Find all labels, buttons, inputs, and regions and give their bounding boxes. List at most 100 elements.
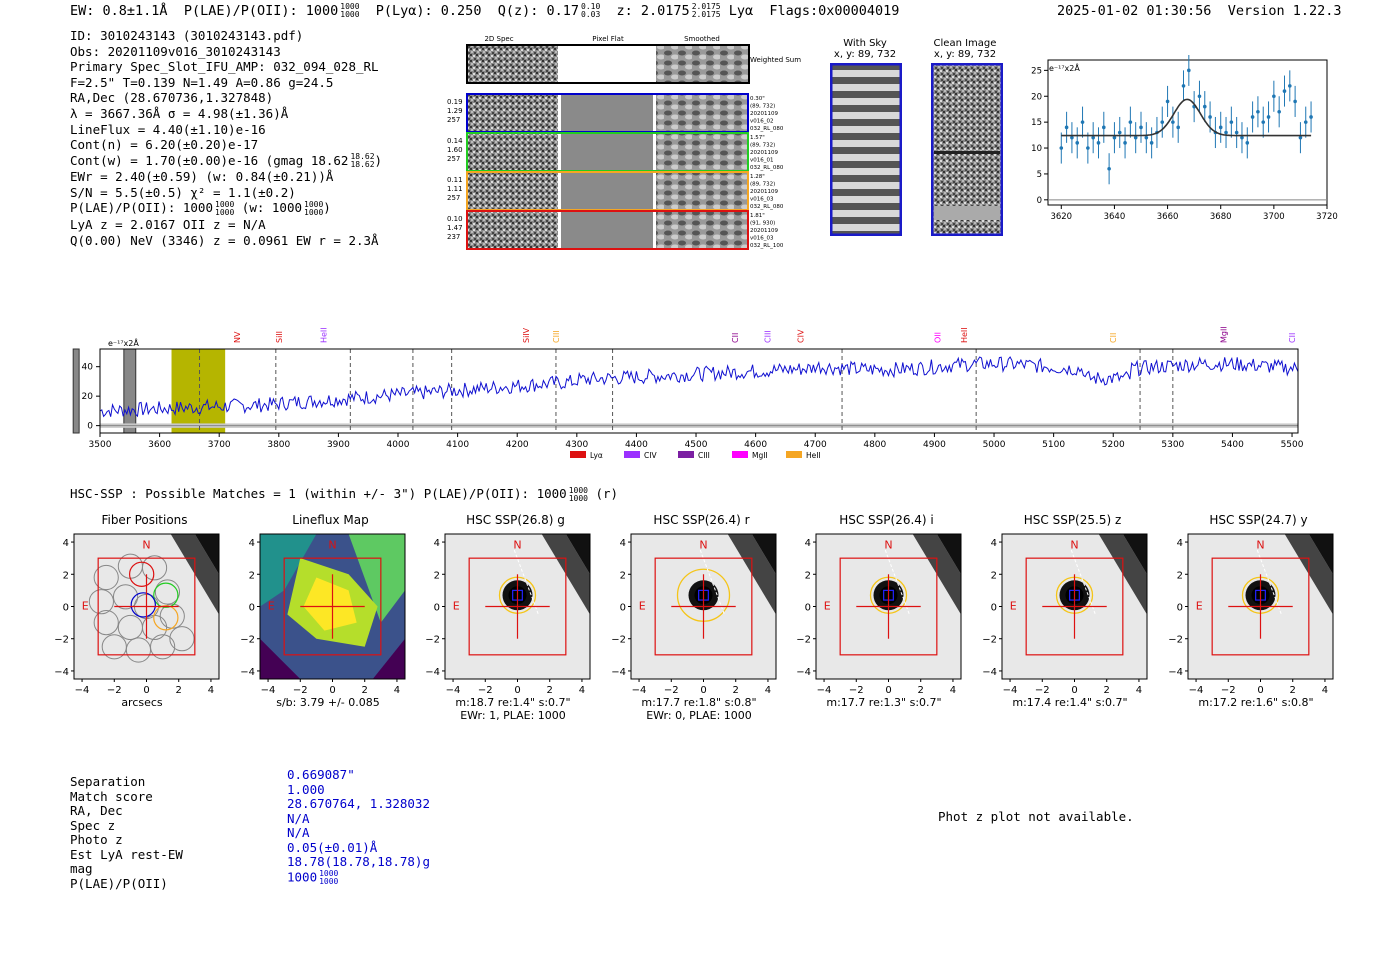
ytick-label: −4 bbox=[982, 667, 997, 678]
cutout-meta: v016_03 bbox=[750, 236, 774, 242]
cutout-meta: v016_01 bbox=[750, 158, 774, 164]
zoom-point bbox=[1234, 130, 1239, 135]
full-xtick-label: 5100 bbox=[1042, 440, 1065, 450]
north-label: N bbox=[142, 539, 150, 552]
summary-label: mag bbox=[70, 861, 93, 876]
zoom-ytick-label: 15 bbox=[1031, 118, 1042, 128]
zoom-point bbox=[1160, 120, 1165, 124]
zoom-point bbox=[1059, 146, 1064, 150]
ytick-label: 4 bbox=[620, 538, 626, 549]
xtick-label: −2 bbox=[664, 685, 679, 696]
info-contw: Cont(w) = 1.70(±0.00)e-16 (gmag 18.62 18.… bbox=[70, 152, 383, 170]
hsc-title: HSC-SSP : Possible Matches = 1 (within +… bbox=[70, 485, 619, 503]
ytick-label: 4 bbox=[63, 538, 69, 549]
line-label: CII bbox=[1288, 333, 1297, 343]
zoom-point bbox=[1086, 146, 1090, 150]
full-xtick-label: 4700 bbox=[804, 440, 827, 450]
cutout-meta: 1.81" bbox=[750, 213, 765, 219]
line-label: NV bbox=[233, 331, 242, 343]
hsc-panel-image: N E 4 −4 2 −2 0 0 −2 2 −4 4 bbox=[54, 533, 220, 696]
zoom-point bbox=[1080, 120, 1085, 124]
ytick-label: 0 bbox=[991, 603, 997, 614]
full-xtick-label: 5300 bbox=[1161, 440, 1184, 450]
zoom-point bbox=[1197, 94, 1202, 99]
with-sky-image bbox=[830, 63, 902, 236]
xtick-label: 2 bbox=[918, 685, 924, 696]
hsc-panel-title: HSC SSP(25.5) z bbox=[1023, 513, 1122, 527]
hsc-panel-title: HSC SSP(24.7) y bbox=[1209, 513, 1308, 527]
col-pixel-flat: Pixel Flat bbox=[592, 35, 624, 43]
zoom-point bbox=[1144, 135, 1149, 140]
summary-label: RA, Dec bbox=[70, 803, 123, 818]
ytick-label: −4 bbox=[240, 667, 255, 678]
cutout-meta: 20201109 bbox=[750, 111, 778, 117]
hsc-panel-caption: arcsecs bbox=[121, 696, 163, 709]
lya-highlight bbox=[171, 349, 226, 433]
info-q-line: Q(0.00) NeV (3346) z = 0.0961 EW r = 2.3… bbox=[70, 232, 379, 248]
zoom-point bbox=[1149, 141, 1154, 145]
summary-value: 1000 1000 1000 bbox=[287, 868, 339, 886]
full-xtick-label: 4200 bbox=[506, 440, 529, 450]
ytick-label: 4 bbox=[249, 538, 255, 549]
summary-value: N/A bbox=[287, 810, 310, 826]
east-label: E bbox=[1010, 600, 1017, 613]
hsc-panel-caption: m:17.7 re:1.8" s:0.8" EWr: 0, PLAE: 1000 bbox=[641, 696, 757, 722]
zoom-point bbox=[1187, 68, 1191, 73]
zoom-point bbox=[1202, 104, 1207, 109]
zoom-ylabel: e⁻¹⁷x2Å bbox=[1049, 62, 1080, 73]
ytick-label: −4 bbox=[796, 667, 811, 678]
xtick-label: −2 bbox=[849, 685, 864, 696]
cutout-val: 0.19 bbox=[447, 98, 463, 106]
zoom-point bbox=[1181, 84, 1186, 88]
xtick-label: 4 bbox=[765, 685, 771, 696]
full-xtick-label: 3700 bbox=[208, 440, 231, 450]
zoom-point bbox=[1171, 120, 1175, 124]
line-label: HeII bbox=[960, 327, 969, 343]
info-ewr: EWr = 2.40(±0.59) (w: 0.84(±0.21))Å bbox=[70, 169, 334, 185]
legend-swatch bbox=[678, 451, 694, 458]
ytick-label: 2 bbox=[434, 570, 440, 581]
header-ew: EW: 0.8±1.1Å bbox=[70, 3, 168, 19]
ytick-label: −4 bbox=[425, 667, 440, 678]
xtick-label: 4 bbox=[208, 685, 214, 696]
full-xtick-label: 4400 bbox=[625, 440, 648, 450]
zoom-xtick-label: 3720 bbox=[1316, 212, 1338, 222]
zoom-point bbox=[1309, 115, 1313, 119]
ytick-label: −2 bbox=[425, 635, 440, 646]
ytick-label: 2 bbox=[620, 570, 626, 581]
xtick-label: 4 bbox=[1322, 685, 1328, 696]
summary-value: 18.78(18.78,18.78)g bbox=[287, 854, 430, 869]
full-xtick-label: 4000 bbox=[387, 440, 410, 450]
xtick-label: 2 bbox=[547, 685, 553, 696]
zoom-point bbox=[1064, 125, 1069, 130]
ytick-label: −2 bbox=[611, 635, 626, 646]
zoom-point bbox=[1261, 120, 1266, 124]
xtick-label: −4 bbox=[1189, 685, 1204, 696]
cutout-val: 1.60 bbox=[447, 146, 463, 154]
xtick-label: 2 bbox=[1290, 685, 1296, 696]
zoom-point bbox=[1229, 120, 1234, 124]
ytick-label: 0 bbox=[434, 603, 440, 614]
zoom-point bbox=[1266, 115, 1271, 119]
hsc-panel-image: N E 4 −4 2 −2 0 0 −2 2 −4 4 bbox=[1168, 533, 1334, 696]
cutout-val: 257 bbox=[447, 155, 460, 163]
cutout-meta: 20201109 bbox=[750, 150, 778, 156]
ytick-label: −4 bbox=[54, 667, 69, 678]
xtick-label: −4 bbox=[75, 685, 90, 696]
with-sky-title: With Sky x, y: 89, 732 bbox=[833, 38, 897, 60]
hsc-panel-image: N E 4 −4 2 −2 0 0 −2 2 −4 4 bbox=[425, 533, 591, 696]
xtick-label: 4 bbox=[394, 685, 400, 696]
xtick-label: 2 bbox=[176, 685, 182, 696]
ytick-label: −2 bbox=[982, 635, 997, 646]
line-label: CII bbox=[731, 333, 740, 343]
xtick-label: 4 bbox=[1136, 685, 1142, 696]
info-plae: P(LAE)/P(OII): 1000 1000 1000 (w: 1000 1000… bbox=[70, 199, 331, 217]
north-label: N bbox=[699, 539, 707, 552]
xtick-label: 0 bbox=[329, 685, 335, 696]
xtick-label: −2 bbox=[1221, 685, 1236, 696]
full-xtick-label: 4500 bbox=[685, 440, 708, 450]
weighted-sum-row: Weighted Sum bbox=[466, 44, 801, 84]
info-params: F=2.5" T=0.139 N=1.49 A=0.86 g=24.5 bbox=[70, 74, 334, 90]
north-label: N bbox=[328, 539, 336, 552]
